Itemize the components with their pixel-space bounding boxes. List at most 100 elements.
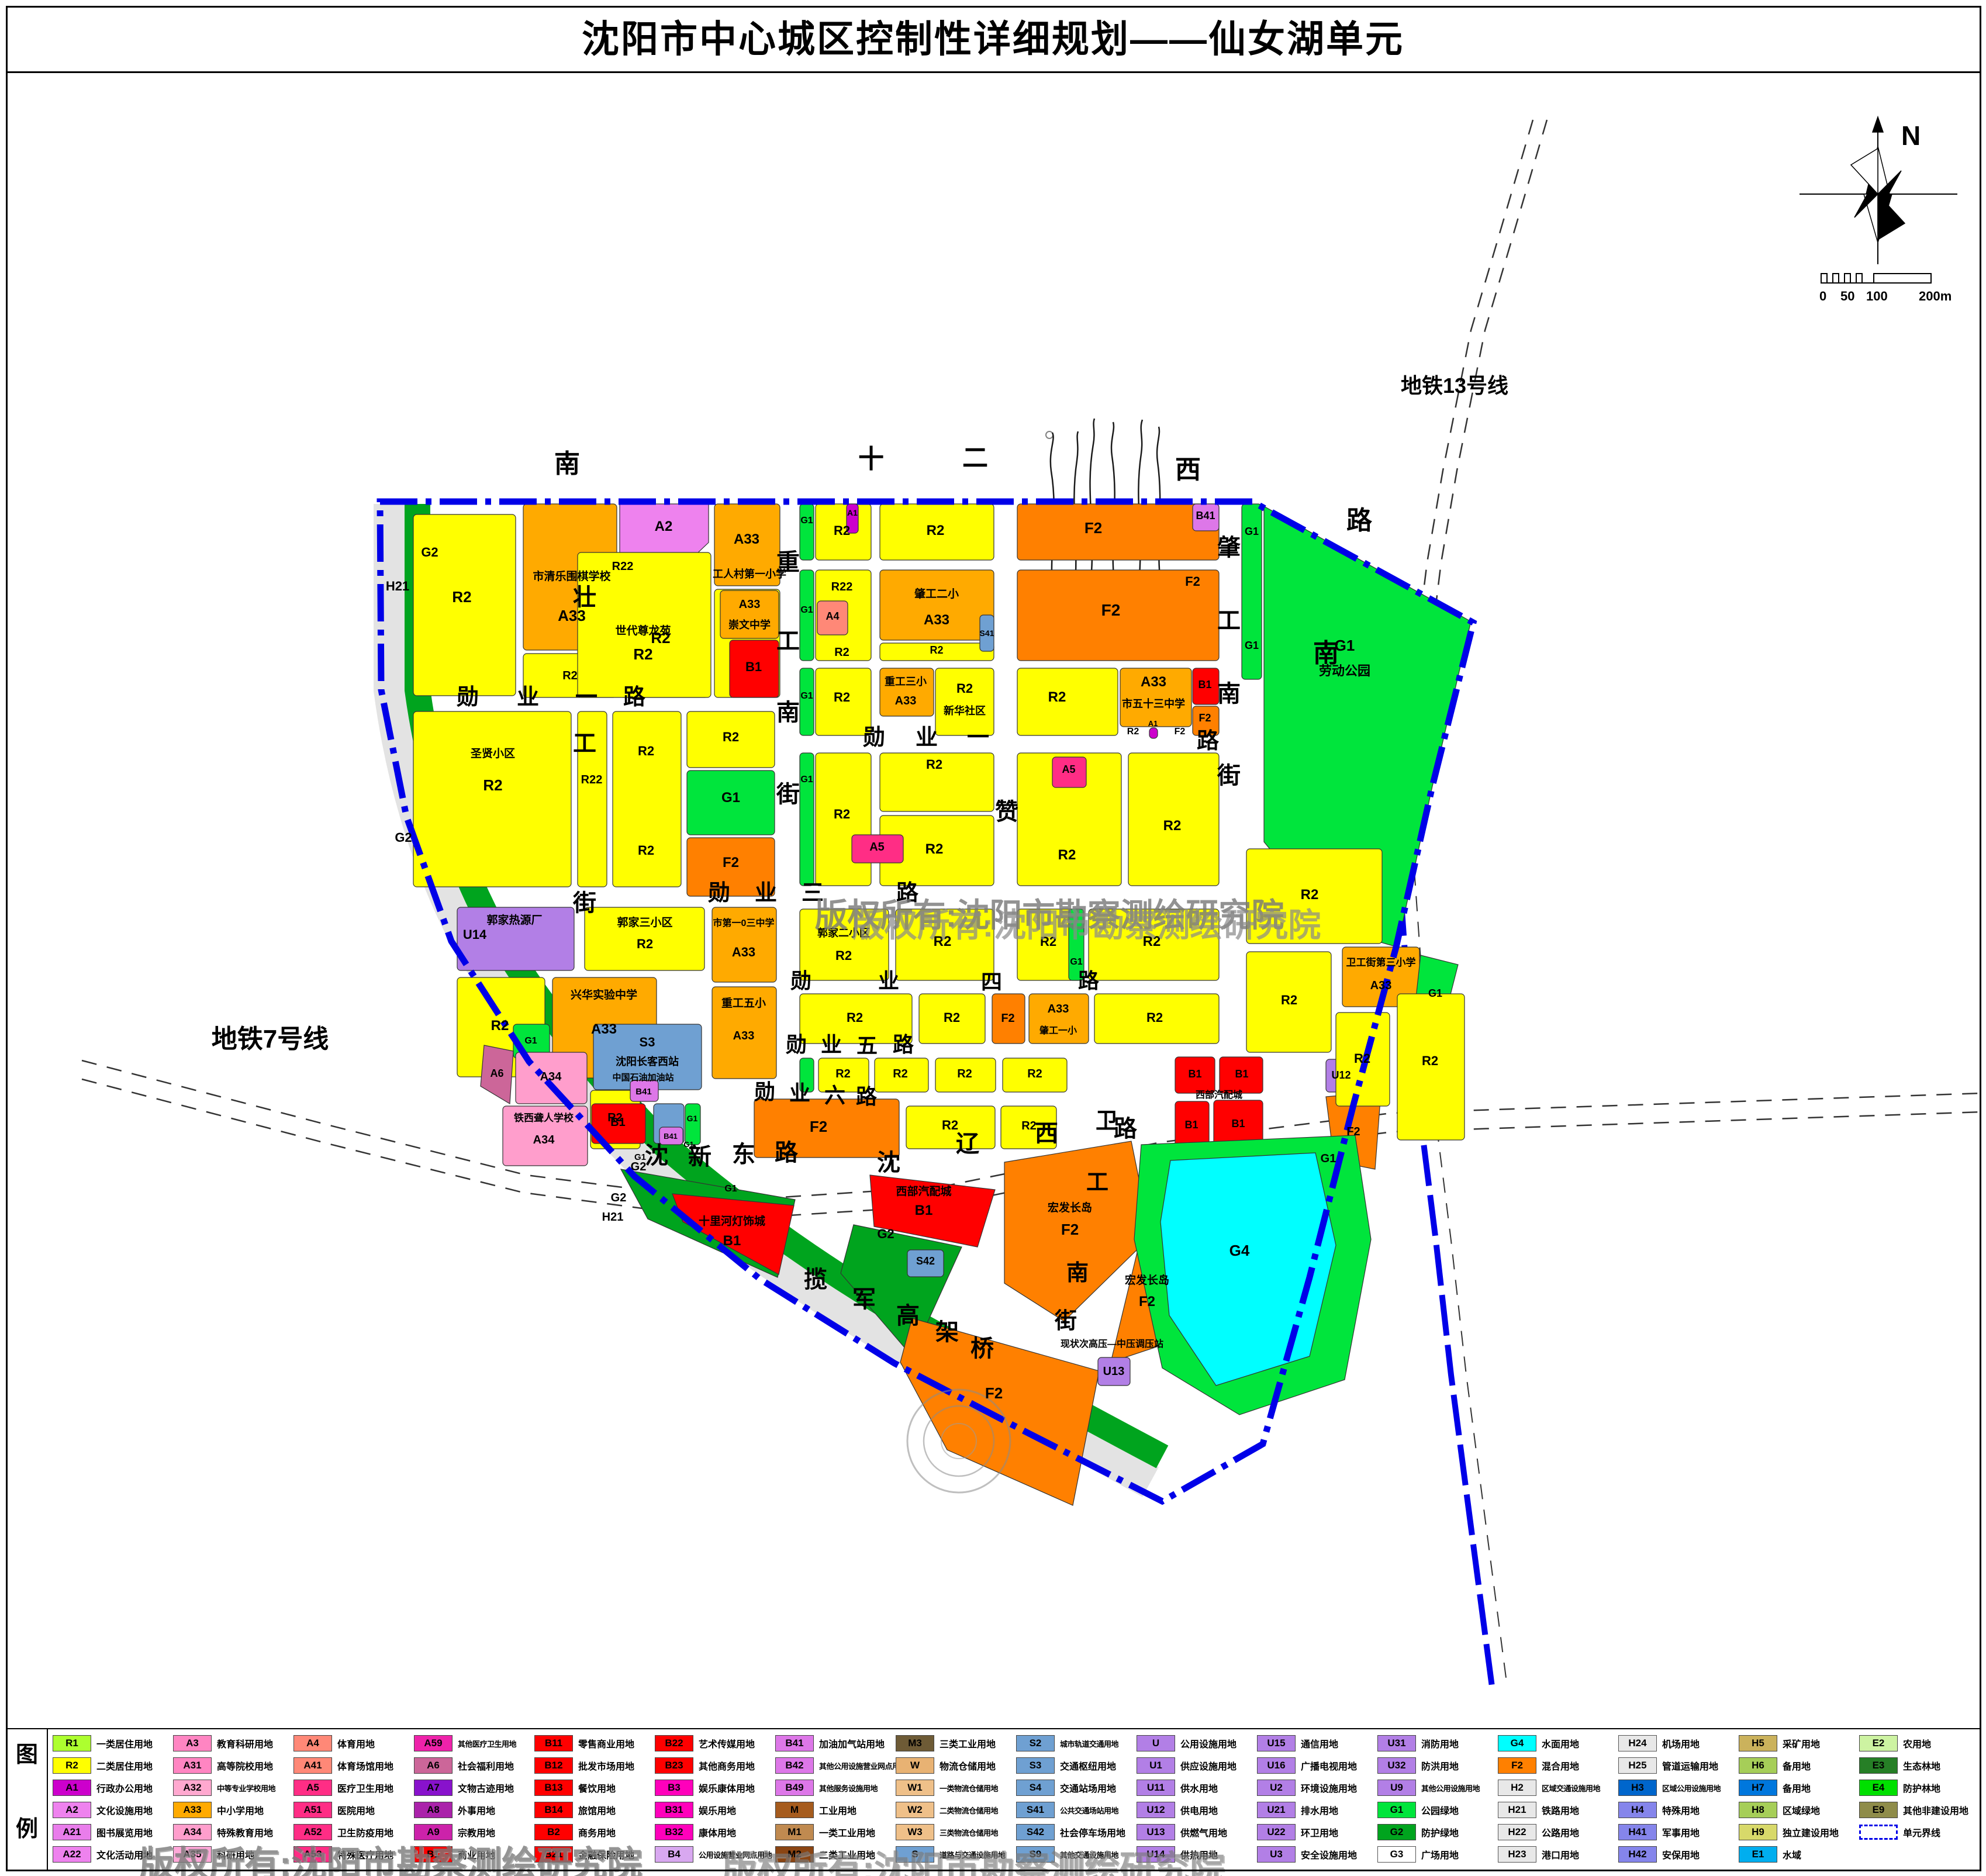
- legend-swatch: B42: [775, 1757, 814, 1774]
- map-code-label: 工: [1086, 1170, 1108, 1195]
- legend-item: S2 城市轨道交通用地: [1016, 1735, 1119, 1751]
- legend-label: 商业用地: [458, 1851, 496, 1861]
- legend-swatch: W3: [896, 1824, 934, 1840]
- legend-item: H24 机场用地: [1618, 1735, 1700, 1751]
- map-code-label: 南: [1217, 681, 1241, 707]
- legend-item: A51 医院用地: [293, 1802, 375, 1818]
- legend-label: 单元界线: [1903, 1829, 1941, 1839]
- parcel-B1: [1175, 1056, 1215, 1094]
- legend-label: 其他商务用地: [699, 1762, 755, 1772]
- map-code-label: 业: [517, 685, 539, 710]
- map-code-label: A2: [655, 519, 673, 534]
- legend-item: B2 商务用地: [534, 1824, 616, 1840]
- legend-item: A7 文物古迹用地: [414, 1780, 514, 1796]
- map-code-label: R2: [1354, 1051, 1370, 1066]
- legend-item: H22 公路用地: [1498, 1824, 1579, 1840]
- legend-swatch: A9: [414, 1824, 453, 1840]
- map-code-label: R2: [562, 669, 578, 682]
- legend-label: 教育科研用地: [217, 1740, 274, 1750]
- parcel-A33: [720, 590, 779, 639]
- legend-item: B4 公用设施营业网点用地: [655, 1846, 772, 1863]
- map-label: 西部汽配城: [896, 1184, 951, 1198]
- map-code-label: 三: [802, 881, 824, 906]
- legend-label: 公用设施营业网点用地: [699, 1850, 772, 1860]
- parcel-R2: [874, 1058, 929, 1093]
- parcel-R2: [879, 642, 994, 661]
- legend-swatch: A35: [173, 1846, 212, 1863]
- legend-swatch: A52: [293, 1824, 332, 1840]
- legend-label: 中小学用地: [217, 1806, 264, 1816]
- legend-item: W3 三类物流仓储用地: [896, 1824, 999, 1840]
- legend-swatch: E1: [1739, 1846, 1777, 1863]
- legend-item: U1 供应设施用地: [1137, 1757, 1236, 1774]
- legend-item: A31 高等院校用地: [173, 1757, 273, 1774]
- legend-swatch: M1: [775, 1824, 814, 1840]
- seal-circle: [1045, 431, 1054, 439]
- map-code-label: 劳动公园: [1319, 664, 1370, 678]
- legend-divider: [6, 1728, 1980, 1729]
- legend-swatch: H22: [1498, 1824, 1536, 1840]
- map-code-label: A33: [1048, 1003, 1069, 1015]
- legend-label: 一类物流仓储用地: [940, 1784, 999, 1793]
- parcel-G1: [1068, 908, 1084, 981]
- legend-swatch: A53: [293, 1846, 332, 1863]
- map-code-label: 高: [896, 1303, 920, 1329]
- legend-item: B1 商业用地: [414, 1846, 495, 1863]
- parcel-B1: [869, 1174, 996, 1248]
- legend-label: 其他服务设施用地: [819, 1784, 878, 1793]
- map-code-label: F2: [810, 1118, 827, 1135]
- legend-item: S42 社会停车场用地: [1016, 1824, 1125, 1840]
- legend-item: H2 区域交通设施用地: [1498, 1780, 1601, 1796]
- legend-swatch: G2: [1377, 1824, 1416, 1840]
- legend-item: U16 广播电视用地: [1257, 1757, 1357, 1774]
- map-code-label: G1: [800, 605, 813, 615]
- legend-swatch: B49: [775, 1780, 814, 1796]
- legend-swatch: A33: [173, 1802, 212, 1818]
- parcel-S41: [979, 614, 994, 652]
- legend-swatch: U11: [1137, 1780, 1175, 1796]
- legend-swatch: R1: [53, 1735, 91, 1751]
- legend-swatch: H2: [1498, 1780, 1536, 1796]
- map-code-label: R22: [831, 581, 853, 593]
- map-code-label: R2: [1127, 727, 1139, 737]
- legend-item: M2 二类工业用地: [775, 1846, 875, 1863]
- map-code-label: R2: [893, 1067, 908, 1080]
- map-code-label: S3: [640, 1035, 655, 1049]
- map-code-label: B1: [1231, 1118, 1245, 1129]
- parcel-G1: [799, 503, 814, 561]
- legend-item: U3 安全设施用地: [1257, 1846, 1357, 1863]
- seal-circle: [906, 1388, 1011, 1494]
- map-code-label: 路: [775, 1140, 799, 1166]
- parcel-R2: [1397, 993, 1465, 1141]
- parcel-F2: [900, 1318, 1100, 1506]
- legend-item: A41 体育场馆用地: [293, 1757, 393, 1774]
- legend-label: 混合用地: [1542, 1762, 1580, 1772]
- map-code-label: 工: [776, 628, 800, 654]
- legend-swatch: U13: [1137, 1824, 1175, 1840]
- legend-swatch: G4: [1498, 1735, 1536, 1751]
- parcel-R2: [1017, 668, 1118, 736]
- legend-item: W2 二类物流仓储用地: [896, 1802, 999, 1818]
- scale-bar: [1832, 273, 1839, 284]
- legend-swatch: A8: [414, 1802, 453, 1818]
- parcel-F2: [992, 993, 1025, 1044]
- legend-label: 交通站场用地: [1060, 1784, 1117, 1794]
- legend-swatch: B11: [534, 1735, 573, 1751]
- parcel-F2: [754, 1098, 900, 1158]
- legend-label: 公共交通场站用地: [1060, 1806, 1119, 1815]
- map-code-label: G1: [524, 1036, 537, 1046]
- legend-label: 文化活动用地: [96, 1851, 153, 1861]
- legend-item: G2 防护绿地: [1377, 1824, 1459, 1840]
- legend-item: A6 社会福利用地: [414, 1757, 514, 1774]
- legend-label: 康体用地: [699, 1829, 737, 1839]
- map-code-label: 西: [1175, 455, 1201, 484]
- parcel-S42: [907, 1249, 944, 1277]
- map-label: 郭家三小区: [617, 915, 672, 929]
- parcel-R2: [577, 552, 711, 698]
- map-code-label: 肇工二小: [914, 587, 959, 600]
- scale-label: 200m: [1919, 289, 1952, 303]
- legend-item: U2 环境设施用地: [1257, 1780, 1357, 1796]
- map-label: 铁西聋人学校: [514, 1112, 574, 1124]
- legend-swatch: W: [896, 1757, 934, 1774]
- legend-label: 安全设施用地: [1301, 1851, 1358, 1861]
